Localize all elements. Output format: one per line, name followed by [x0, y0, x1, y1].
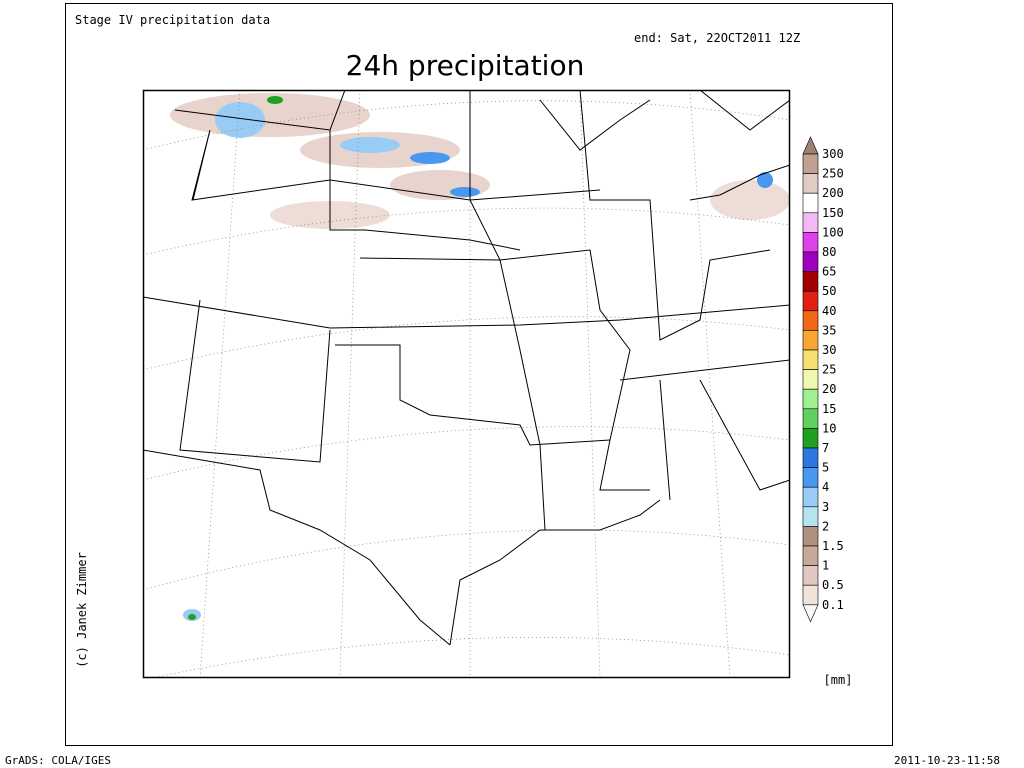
colorbar-swatch — [802, 369, 819, 390]
colorbar-label: 3 — [822, 500, 829, 514]
colorbar-label: 25 — [822, 363, 836, 377]
colorbar-label: 250 — [822, 167, 844, 181]
colorbar-label: 100 — [822, 225, 844, 239]
colorbar-swatch — [802, 486, 819, 508]
colorbar-label: 2 — [822, 519, 829, 533]
colorbar-swatch — [802, 467, 819, 488]
colorbar-swatch — [802, 428, 819, 449]
colorbar-swatch — [802, 192, 819, 214]
colorbar-swatch — [802, 290, 819, 312]
graticule — [143, 90, 790, 678]
colorbar-label: 0.5 — [822, 578, 844, 592]
colorbar-swatch — [802, 153, 819, 174]
colorbar-swatch — [802, 584, 819, 606]
colorbar-label: 35 — [822, 323, 836, 337]
colorbar-label: 200 — [822, 186, 844, 200]
source-label: Stage IV precipitation data — [75, 13, 270, 27]
colorbar-unit: [mm] — [824, 673, 853, 687]
colorbar-label: 20 — [822, 382, 836, 396]
colorbar-label: 40 — [822, 304, 836, 318]
colorbar: 300 250 200 150 100 80 65 50 40 35 30 25 20 15 10 7 5 4 3 2… — [802, 136, 844, 623]
colorbar-swatch — [802, 545, 819, 566]
footer-left: GrADS: COLA/IGES — [5, 754, 111, 767]
colorbar-label: 7 — [822, 441, 829, 455]
colorbar-label: 65 — [822, 265, 836, 279]
colorbar-label: 30 — [822, 343, 836, 357]
boundaries — [143, 90, 790, 646]
colorbar-swatch — [802, 173, 819, 194]
colorbar-label: 4 — [822, 480, 829, 494]
colorbar-swatch — [802, 212, 819, 233]
colorbar-label: 5 — [822, 461, 829, 475]
credit: (c) Janek Zimmer — [75, 552, 89, 668]
colorbar-label: 15 — [822, 402, 836, 416]
colorbar-swatch — [802, 408, 819, 429]
colorbar-swatch — [802, 388, 819, 410]
map-frame — [142, 89, 791, 679]
colorbar-swatch — [802, 251, 819, 272]
precip-areas — [170, 93, 790, 621]
colorbar-label: 150 — [822, 206, 844, 220]
colorbar-label: 300 — [822, 147, 844, 161]
colorbar-swatch — [802, 565, 819, 586]
colorbar-swatch — [802, 526, 819, 547]
colorbar-label: 50 — [822, 284, 836, 298]
map-title: 24h precipitation — [346, 49, 585, 82]
colorbar-swatch — [802, 506, 819, 527]
colorbar-swatch — [802, 447, 819, 468]
colorbar-label: 80 — [822, 245, 836, 259]
map — [142, 89, 791, 679]
colorbar-swatch — [802, 330, 819, 351]
footer-right: 2011-10-23-11:58 — [894, 754, 1000, 767]
colorbar-swatch — [802, 271, 819, 292]
colorbar-label: 10 — [822, 421, 836, 435]
colorbar-label: 0.1 — [822, 598, 844, 612]
colorbar-label: 1 — [822, 559, 829, 573]
colorbar-swatch — [802, 232, 819, 253]
colorbar-swatch — [802, 604, 819, 623]
colorbar-swatch — [802, 349, 819, 370]
end-time: end: Sat, 22OCT2011 12Z — [634, 31, 800, 45]
colorbar-label: 1.5 — [822, 539, 844, 553]
colorbar-swatch — [802, 310, 819, 331]
